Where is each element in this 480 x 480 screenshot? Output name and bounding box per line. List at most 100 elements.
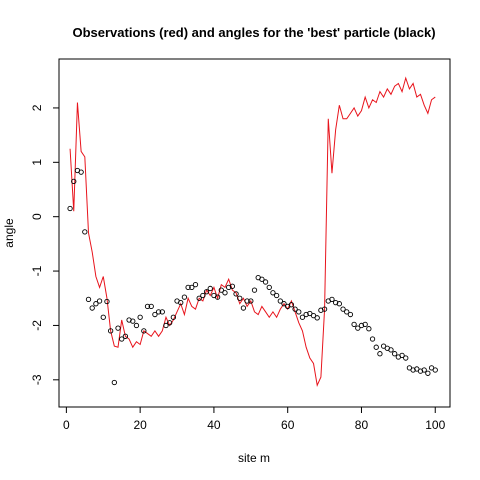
particle-point [229, 283, 236, 289]
particle-point [288, 302, 295, 308]
particle-point [163, 322, 169, 329]
particle-point [71, 178, 77, 184]
particle-point [67, 205, 73, 212]
particle-points-series [67, 167, 438, 386]
particle-point [111, 379, 117, 386]
particle-point [329, 296, 335, 302]
x-tick-label: 20 [133, 418, 147, 432]
particle-point [266, 284, 272, 291]
particle-point [377, 351, 383, 357]
x-axis: 0 20 40 60 80 100 [63, 406, 446, 432]
y-tick-label: 2 [30, 104, 44, 111]
particle-point [93, 301, 99, 307]
particle-point [347, 311, 354, 318]
particle-point [366, 326, 372, 332]
particle-point [240, 305, 247, 311]
x-tick-label: 100 [425, 418, 445, 432]
particle-point [82, 229, 88, 235]
particle-point [373, 344, 379, 350]
particle-point [244, 298, 250, 304]
particle-point [222, 290, 228, 296]
particle-point [432, 367, 438, 373]
particle-point [203, 289, 210, 295]
particle-point [152, 311, 158, 318]
y-tick-label: -2 [30, 320, 44, 331]
x-axis-label: site m [238, 451, 270, 465]
particle-point [170, 314, 177, 320]
y-tick-label: 1 [30, 159, 44, 166]
particle-point [392, 351, 398, 357]
particle-point [270, 290, 276, 296]
particle-point [369, 336, 376, 342]
observation-line [69, 76, 436, 387]
particle-point [214, 294, 221, 300]
particle-point [403, 355, 409, 361]
chart-title: Observations (red) and angles for the 'b… [72, 25, 435, 40]
particle-point [148, 303, 154, 310]
particle-point [421, 367, 427, 373]
particle-point [344, 309, 350, 315]
particle-point [185, 284, 191, 291]
particle-point [137, 314, 143, 320]
particle-point [192, 282, 199, 288]
particle-point [85, 296, 92, 302]
particle-point [336, 301, 342, 307]
particle-point [355, 325, 361, 331]
particle-point [141, 328, 147, 334]
particle-point [314, 315, 320, 321]
y-axis-label: angle [2, 218, 16, 248]
particle-point [218, 287, 224, 293]
particle-point [115, 325, 121, 331]
particle-point [178, 299, 184, 306]
particle-point [251, 287, 258, 293]
y-axis: -3 -2 -1 0 1 2 [30, 104, 60, 385]
particle-point [104, 298, 110, 305]
particle-point [281, 301, 287, 307]
particle-point [189, 284, 195, 291]
particle-point [78, 169, 84, 175]
particle-point [100, 314, 106, 320]
particle-point [296, 309, 302, 315]
particle-point [273, 292, 280, 299]
particle-point [237, 295, 243, 301]
particle-point [399, 352, 405, 358]
x-tick-label: 60 [281, 418, 295, 432]
particle-point [119, 336, 125, 342]
particle-point [96, 298, 103, 304]
particle-point [425, 370, 431, 376]
particle-point [207, 285, 213, 292]
observations-line-series [69, 76, 436, 387]
x-tick-label: 80 [355, 418, 369, 432]
particle-point [303, 311, 309, 318]
y-tick-label: 0 [30, 213, 44, 220]
particle-point [388, 347, 394, 353]
particle-point [277, 298, 283, 304]
particle-point [159, 309, 165, 315]
particle-point [89, 305, 95, 311]
plot-frame [58, 58, 451, 408]
particle-point [233, 291, 239, 297]
particle-point [321, 306, 328, 312]
y-tick-label: -1 [30, 265, 44, 276]
particle-point [200, 292, 206, 299]
particle-point [144, 303, 151, 310]
particle-point [318, 307, 324, 313]
particle-point [351, 321, 357, 327]
particle-point [196, 295, 202, 301]
particle-point [340, 306, 346, 312]
particle-point [259, 276, 265, 282]
particle-point [410, 367, 416, 373]
x-tick-label: 40 [207, 418, 221, 432]
particle-point [299, 314, 306, 320]
particle-point [362, 321, 368, 327]
x-tick-label: 0 [63, 418, 70, 432]
particle-point [155, 309, 162, 315]
particle-point [262, 279, 269, 285]
particle-point [292, 306, 298, 312]
particle-point [248, 298, 254, 304]
particle-point [181, 294, 188, 300]
particle-point [122, 333, 129, 339]
y-tick-label: -3 [30, 374, 44, 385]
particle-point [133, 322, 140, 329]
